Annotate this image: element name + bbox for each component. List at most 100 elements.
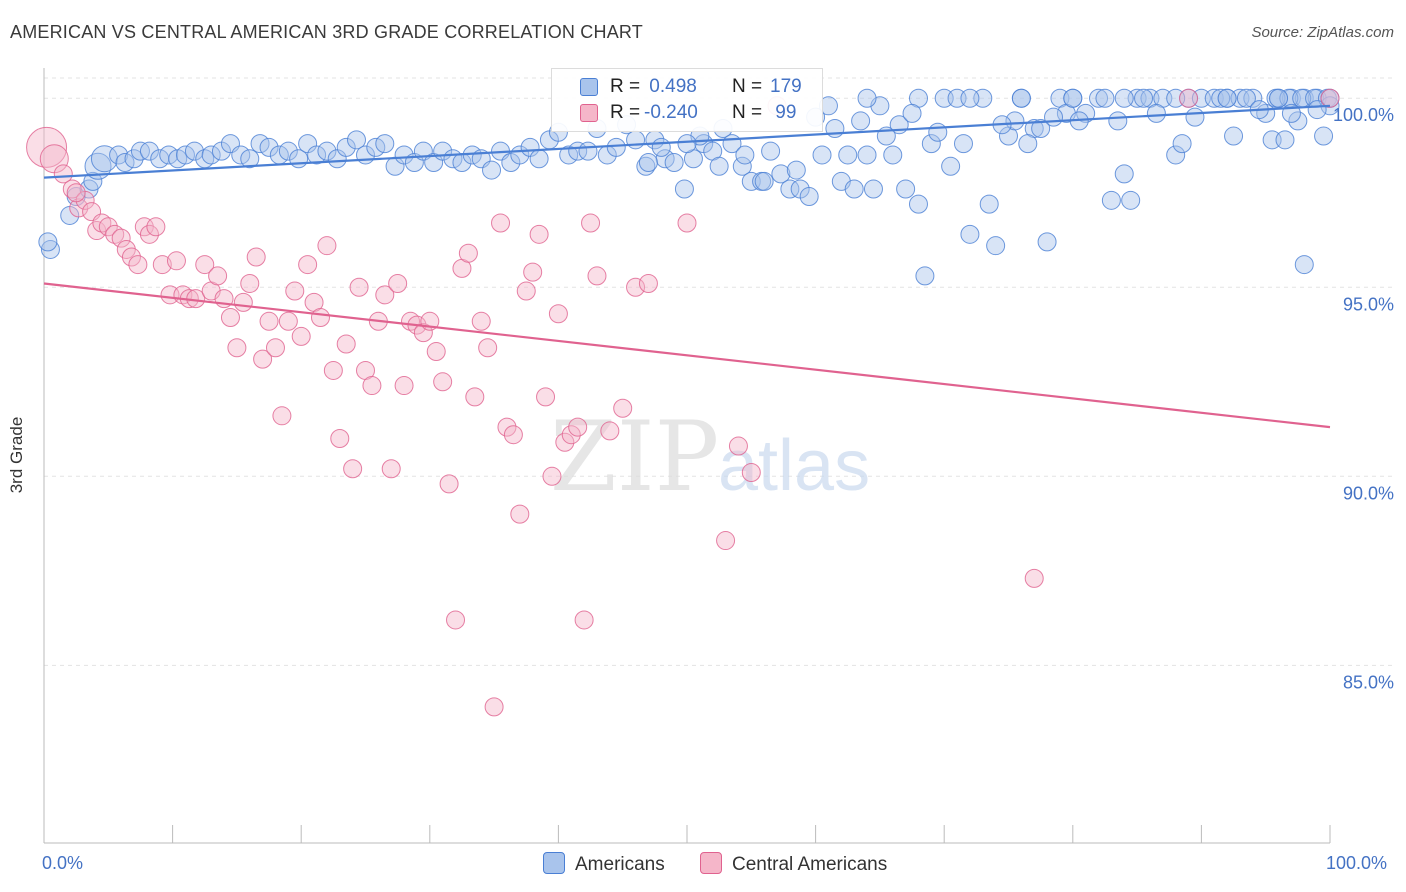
americans-point — [1076, 103, 1096, 123]
americans-point — [606, 137, 626, 157]
americans-point — [278, 141, 298, 161]
americans-point — [664, 153, 684, 173]
central-americans-point — [529, 224, 549, 244]
legend-r-label: R = — [610, 102, 641, 123]
central-americans-point — [227, 338, 247, 358]
americans-point — [40, 239, 60, 259]
bottom-legend-central-americans: Central Americans — [700, 852, 887, 876]
americans-point — [1018, 134, 1038, 154]
americans-point — [928, 122, 948, 142]
central-americans-point — [285, 281, 305, 301]
central-americans-point — [240, 273, 260, 293]
americans-point — [1134, 88, 1154, 108]
central-americans-point — [139, 224, 159, 244]
central-americans-point — [413, 323, 433, 343]
americans-point — [735, 145, 755, 165]
americans-point — [761, 141, 781, 161]
legend-row-central-americans: R = -0.240 N = 99 — [552, 100, 822, 126]
americans-point — [812, 145, 832, 165]
central-americans-point — [471, 311, 491, 331]
trend-lines — [43, 104, 1331, 429]
central-americans-point — [53, 164, 73, 184]
americans-point — [90, 145, 118, 173]
central-americans-point — [128, 255, 148, 275]
chart-title: AMERICAN VS CENTRAL AMERICAN 3RD GRADE C… — [10, 22, 643, 42]
central-americans-point — [362, 376, 382, 396]
central-americans-point — [62, 179, 82, 199]
americans-point — [1089, 88, 1109, 108]
central-americans-point — [388, 273, 408, 293]
americans-point — [529, 149, 549, 169]
americans-point — [201, 145, 221, 165]
legend-n-label: N = — [732, 76, 763, 97]
americans-point — [857, 145, 877, 165]
americans-point — [915, 266, 935, 286]
americans-point — [1101, 190, 1121, 210]
americans-point — [1307, 100, 1327, 120]
americans-point — [1275, 130, 1295, 150]
americans-point — [896, 179, 916, 199]
central-americans-point — [336, 334, 356, 354]
central-americans-point — [542, 466, 562, 486]
central-americans-point — [484, 697, 504, 717]
americans-point — [375, 134, 395, 154]
central-americans-point — [375, 285, 395, 305]
central-americans-point — [98, 217, 118, 237]
central-americans-point — [561, 425, 581, 445]
central-americans-point — [146, 217, 166, 237]
americans-point — [1294, 255, 1314, 275]
central-americans-point — [446, 610, 466, 630]
central-americans-point — [638, 273, 658, 293]
central-americans-point — [510, 504, 530, 524]
central-americans-point — [394, 376, 414, 396]
bottom-legend-americans: Americans — [543, 852, 665, 876]
americans-point — [638, 153, 658, 173]
americans-point — [1172, 134, 1192, 154]
central-americans-point — [220, 308, 240, 328]
central-americans-point — [433, 372, 453, 392]
central-americans-point — [343, 459, 363, 479]
central-americans-point — [233, 292, 253, 312]
americans-point — [1217, 88, 1237, 108]
central-americans-point — [166, 251, 186, 271]
americans-point — [259, 137, 279, 157]
americans-point — [1314, 126, 1334, 146]
x-tick-label-min: 0.0% — [42, 853, 84, 873]
americans-point — [651, 137, 671, 157]
legend-r-label: R = — [610, 76, 641, 97]
americans-point — [786, 160, 806, 180]
legend-row-americans: R = 0.498 N = 179 — [552, 74, 822, 100]
americans-point — [1011, 88, 1031, 108]
legend-label: Americans — [575, 854, 665, 875]
central-americans-point — [568, 417, 588, 437]
central-americans-point — [246, 247, 266, 267]
americans-point — [636, 156, 656, 176]
y-axis-label: 3rd Grade — [7, 416, 26, 494]
central-americans-point — [439, 474, 459, 494]
y-tick-label: 90.0% — [1343, 483, 1394, 503]
americans-point — [838, 145, 858, 165]
central-americans-point — [555, 432, 575, 452]
central-americans-point — [323, 360, 343, 380]
americans-point — [240, 149, 260, 169]
americans-point — [83, 171, 103, 191]
central-americans-point — [381, 459, 401, 479]
central-americans-point — [1024, 568, 1044, 588]
americans-point — [674, 179, 694, 199]
central-americans-point — [310, 308, 330, 328]
legend-r-value: -0.240 — [644, 102, 698, 123]
y-tick-label: 95.0% — [1343, 294, 1394, 314]
central-americans-point — [105, 224, 125, 244]
x-tick-label-max: 100.0% — [1326, 853, 1388, 873]
americans-point — [677, 134, 697, 154]
central-americans-point — [600, 421, 620, 441]
central-americans-point — [1179, 88, 1199, 108]
americans-point — [799, 187, 819, 207]
watermark-zip: ZIP — [550, 401, 719, 513]
y-tick-label: 85.0% — [1343, 672, 1394, 692]
central-americans-point — [536, 387, 556, 407]
central-americans-point — [92, 213, 112, 233]
legend-n-value: 179 — [770, 76, 802, 97]
americans-point — [883, 145, 903, 165]
